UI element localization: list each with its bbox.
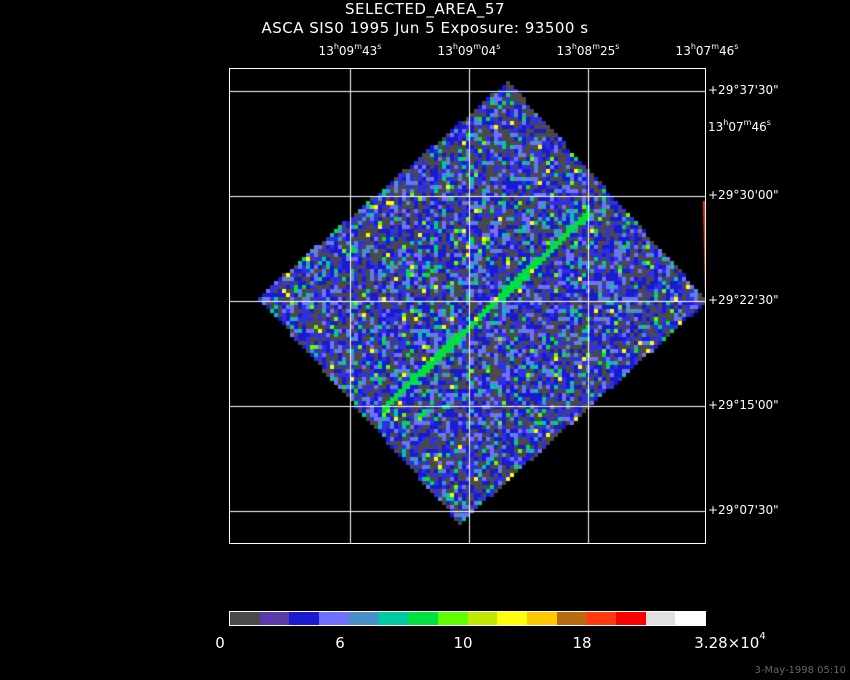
plot-title: SELECTED_AREA_57: [344, 0, 505, 18]
colorbar-label: 6: [335, 634, 345, 652]
ra-tick-label: 13h07m46s: [675, 42, 739, 58]
dec-tick-label: +29°30'00": [708, 188, 779, 202]
colorbar-swatch: [259, 612, 290, 625]
colorbar-swatch: [437, 612, 468, 625]
dec-tick-label: +29°15'00": [708, 398, 779, 412]
colorbar-label: 18: [572, 634, 592, 652]
colorbar-swatch: [586, 612, 616, 625]
ra-tick-label: 13h09m43s: [318, 42, 382, 58]
dec-tick-label: +29°22'30": [708, 293, 779, 307]
colorbar-swatch: [408, 612, 438, 625]
timestamp: 3-May-1998 05:10: [754, 665, 846, 676]
ra-tick-label: 13h09m04s: [437, 42, 501, 58]
colorbar-swatch: [615, 612, 646, 625]
colorbar-swatch: [556, 612, 587, 625]
colorbar-swatch: [675, 612, 705, 625]
colorbar-swatch: [348, 612, 379, 625]
ra-tick-label: 13h08m25s: [556, 42, 620, 58]
colorbar-swatch: [289, 612, 320, 625]
dec-tick-label: +29°07'30": [708, 503, 779, 517]
colorbar-swatch: [497, 612, 527, 625]
colorbar-swatch: [526, 612, 557, 625]
sky-image[interactable]: [229, 68, 706, 544]
colorbar-swatch: [230, 612, 260, 625]
colorbar-swatch: [378, 612, 409, 625]
colorbar-max-label: 3.28×104: [694, 631, 766, 652]
colorbar-swatch: [467, 612, 498, 625]
colorbar-label: 10: [453, 634, 473, 652]
colorbar-label: 0: [215, 634, 225, 652]
colorbar-swatch: [645, 612, 676, 625]
ra-side-label: 13h07m46s: [708, 118, 771, 134]
colorbar: [229, 611, 706, 626]
dec-tick-label: +29°37'30": [708, 83, 779, 97]
xray-image-canvas: [230, 69, 705, 543]
colorbar-swatch: [319, 612, 349, 625]
plot-subtitle: ASCA SIS0 1995 Jun 5 Exposure: 93500 s: [261, 19, 589, 37]
